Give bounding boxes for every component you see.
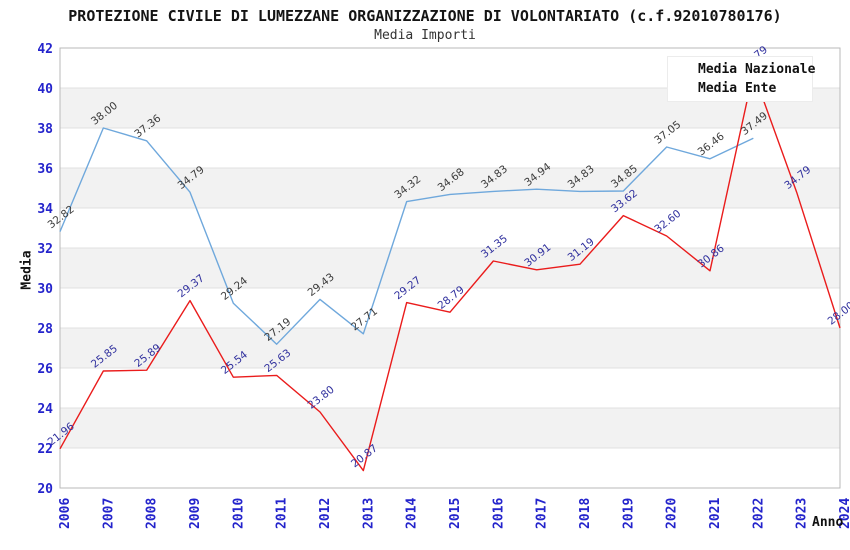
- media-ente-line-swatch-icon: [674, 87, 690, 90]
- x-tick-label: 2021: [708, 498, 723, 529]
- x-tick-label: 2016: [491, 498, 506, 529]
- legend-label: Media Nazionale: [698, 62, 816, 77]
- x-tick-label: 2009: [188, 498, 203, 529]
- chart-subtitle: Media Importi: [374, 28, 476, 43]
- x-tick-label: 2007: [101, 498, 116, 529]
- x-tick-label: 2020: [665, 498, 680, 529]
- y-tick-label: 36: [37, 162, 53, 177]
- y-axis-title: Media: [19, 250, 35, 290]
- grid-band: [60, 208, 840, 248]
- y-tick-label: 22: [37, 442, 53, 457]
- grid-band: [60, 168, 840, 208]
- x-tick-label: 2010: [231, 498, 246, 529]
- legend-entry-media-ente: Media Ente: [674, 81, 806, 96]
- grid-band: [60, 448, 840, 488]
- legend-entry-media-nazionale: Media Nazionale: [674, 62, 815, 77]
- x-tick-label: 2024: [838, 498, 850, 529]
- y-tick-label: 26: [37, 362, 53, 377]
- y-tick-label: 42: [37, 42, 53, 57]
- x-tick-label: 2023: [795, 498, 810, 529]
- chart-title: PROTEZIONE CIVILE DI LUMEZZANE ORGANIZZA…: [68, 7, 782, 25]
- media-nazionale-line-swatch-icon: [674, 68, 690, 71]
- grid-band: [60, 288, 840, 328]
- x-tick-label: 2011: [275, 498, 290, 529]
- y-tick-label: 20: [37, 482, 53, 497]
- y-tick-label: 28: [37, 322, 53, 337]
- y-tick-label: 34: [37, 202, 53, 217]
- x-tick-label: 2006: [58, 498, 73, 529]
- y-tick-label: 32: [37, 242, 53, 257]
- y-tick-label: 30: [37, 282, 53, 297]
- y-tick-label: 24: [37, 402, 53, 417]
- x-tick-label: 2013: [361, 498, 376, 529]
- y-tick-label: 40: [37, 82, 53, 97]
- legend-label: Media Ente: [698, 81, 777, 96]
- x-tick-label: 2022: [751, 498, 766, 529]
- chart-legend: Media Nazionale Media Ente: [667, 56, 815, 102]
- grid-band: [60, 368, 840, 408]
- x-tick-label: 2008: [145, 498, 160, 529]
- x-tick-label: 2014: [405, 498, 420, 529]
- grid-band: [60, 328, 840, 368]
- x-tick-label: 2017: [535, 498, 550, 529]
- grid-band: [60, 408, 840, 448]
- x-tick-label: 2015: [448, 498, 463, 529]
- series-line-0: [59, 127, 754, 345]
- grid-band: [60, 128, 840, 168]
- y-tick-label: 38: [37, 122, 53, 137]
- plot-border: [59, 47, 841, 489]
- x-tick-label: 2018: [578, 498, 593, 529]
- x-axis-title: Anno: [812, 515, 844, 530]
- x-tick-label: 2019: [621, 498, 636, 529]
- x-tick-label: 2012: [318, 498, 333, 529]
- series-line-1: [59, 71, 841, 472]
